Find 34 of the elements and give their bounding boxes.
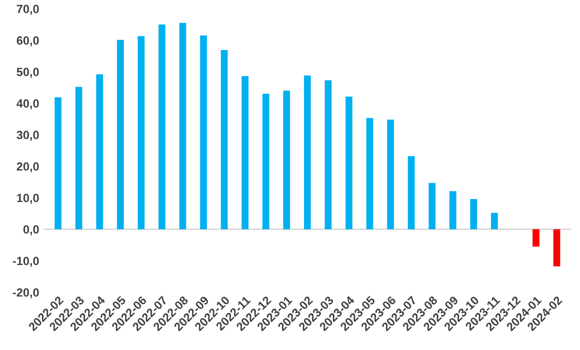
bar [242,76,248,230]
bar [158,24,166,230]
y-tick-label: 10,0 [17,194,39,204]
bar [346,96,352,230]
bar [138,36,145,230]
bar [304,76,311,230]
bar [408,156,415,230]
bar [283,90,290,230]
bar [116,40,124,230]
bar [470,199,478,230]
bar [200,36,207,230]
y-tick-label: 50,0 [16,68,39,78]
bar [179,22,186,230]
bar [449,191,456,230]
bar [428,182,436,230]
bar [490,212,498,230]
bar [75,86,82,230]
y-tick-label: 70,0 [16,4,39,15]
y-tick-label: 20,0 [16,162,39,172]
y-tick-label: 30,0 [16,130,39,141]
y-tick-label: -10,0 [12,256,39,267]
y-tick-label: 0,0 [23,225,39,236]
bar [366,118,374,230]
bar [553,229,560,266]
y-tick-label: 60,0 [16,36,39,46]
bar [96,74,104,230]
bar [324,80,332,230]
bar [54,97,62,230]
bar [532,229,540,247]
y-tick-label: -20,0 [12,288,39,298]
bar [262,94,270,230]
bar [220,50,228,230]
y-tick-label: 40,0 [16,99,39,110]
bar [387,120,394,230]
